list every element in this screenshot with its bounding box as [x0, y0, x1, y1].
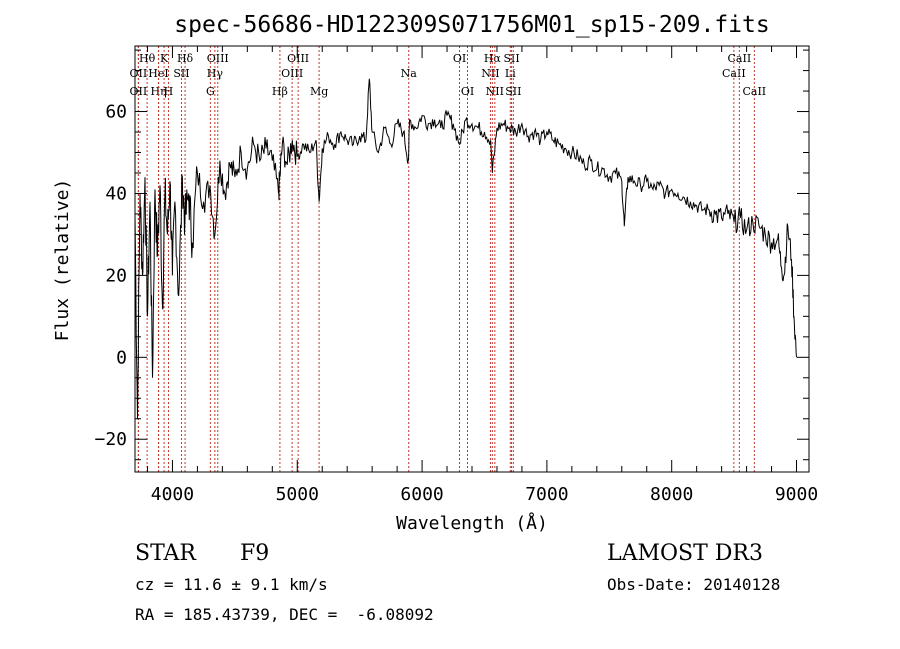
line-marker-label-10: G [206, 85, 215, 98]
line-marker-label-9: Hγ [207, 67, 224, 80]
spectrum-series [134, 78, 797, 419]
line-marker-label-23: SII [503, 52, 519, 65]
line-marker-label-19: NII [481, 67, 499, 80]
line-marker-label-5: HeI [148, 67, 168, 80]
line-marker-label-8: Hδ [177, 52, 194, 65]
x-tick-label: 8000 [650, 484, 693, 505]
line-marker-label-13: OIII [281, 67, 303, 80]
plot-frame [134, 45, 810, 473]
line-marker-label-20: Hα [484, 52, 502, 65]
redshift-info: cz = 11.6 ± 9.1 km/s [135, 575, 328, 594]
line-marker-label-26: CaII [728, 52, 752, 65]
y-axis-label: Flux (relative) [52, 179, 73, 342]
spectrum-line [134, 78, 797, 419]
spectral-subclass: F9 [240, 541, 269, 566]
line-marker-label-11: OIII [207, 52, 229, 65]
line-marker-label-22: Li [505, 67, 516, 80]
coordinates: RA = 185.43739, DEC = -6.08092 [135, 605, 434, 624]
x-axis-label: Wavelength (Å) [396, 512, 548, 534]
line-marker-label-0: Hθ [139, 52, 156, 65]
obs-date: Obs-Date: 20140128 [607, 575, 780, 594]
y-tick-label: 40 [105, 183, 127, 204]
line-marker-label-18: OI [461, 85, 474, 98]
line-marker-label-7: SII [173, 67, 189, 80]
y-tick-label: −20 [94, 429, 127, 450]
survey-name: LAMOST DR3 [607, 541, 763, 566]
axes: 4000 5000 6000 7000 8000 9000 −20 0 20 40 60 [94, 46, 818, 505]
line-marker-label-16: Na [401, 67, 418, 80]
x-tick-label: 6000 [400, 484, 443, 505]
line-marker-label-24: SII [505, 85, 521, 98]
line-marker-label-15: Mg [310, 85, 328, 98]
x-tick-label: 9000 [775, 484, 818, 505]
line-marker-label-12: Hβ [272, 85, 288, 98]
y-tick-label: 0 [116, 347, 127, 368]
line-marker-label-17: OI [453, 52, 466, 65]
line-marker-label-6: H [164, 85, 174, 98]
line-marker-label-14: OIII [287, 52, 309, 65]
line-marker-label-27: CaII [742, 85, 766, 98]
x-tick-label: 7000 [525, 484, 568, 505]
line-marker-label-1: OII [130, 67, 148, 80]
y-tick-label: 20 [105, 265, 127, 286]
y-tick-label: 60 [105, 102, 127, 123]
line-marker-label-25: CaII [722, 67, 746, 80]
line-marker-label-21: NII [486, 85, 504, 98]
x-tick-label: 4000 [151, 484, 194, 505]
object-class: STAR [135, 541, 197, 566]
chart-title: spec-56686-HD122309S071756M01_sp15-209.f… [174, 12, 769, 38]
x-tick-label: 5000 [276, 484, 319, 505]
line-marker-label-4: K [160, 52, 169, 65]
